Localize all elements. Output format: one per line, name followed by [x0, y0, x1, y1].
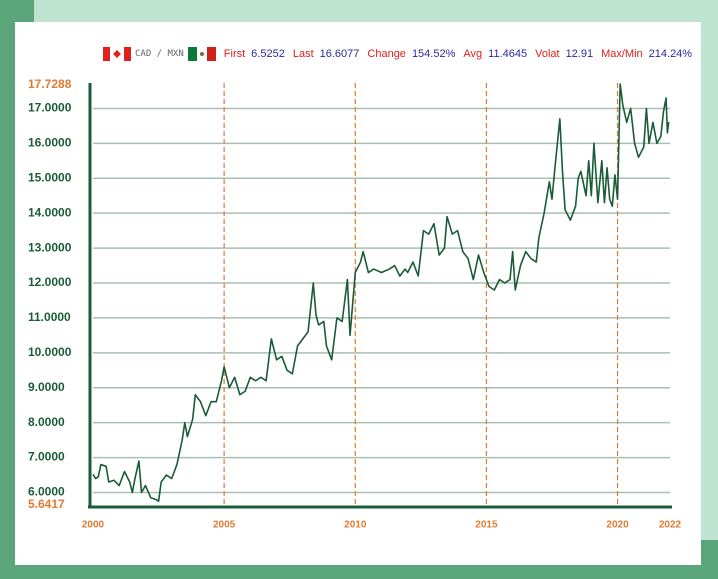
- y-tick-label: 14.0000: [28, 205, 72, 219]
- y-tick-label: 10.0000: [28, 345, 72, 359]
- y-tick-label: 12.0000: [28, 275, 72, 289]
- pair: CAD / MXN: [135, 49, 184, 59]
- x-tick-label: 2020: [606, 520, 629, 531]
- x-tick-label: 2000: [82, 520, 105, 531]
- stat-value: 6.5252: [251, 48, 285, 60]
- y-tick-label: 15.0000: [28, 170, 72, 184]
- stat-label: Max/Min: [601, 48, 643, 60]
- y-limit-label: 5.6417: [28, 497, 65, 511]
- stat-label: Change: [367, 48, 406, 60]
- y-tick-label: 13.0000: [28, 240, 72, 254]
- header: CAD / MXN First 6.5252 Last 16.6077 Change 15…: [103, 45, 692, 63]
- stats: First 6.5252 Last 16.6077 Change 154.52% Avg 11…: [216, 48, 692, 60]
- x-tick-label: 2010: [344, 520, 367, 531]
- y-tick-label: 8.0000: [28, 415, 65, 429]
- x-tick-label: 2022: [659, 520, 682, 531]
- y-tick-label: 17.0000: [28, 101, 72, 115]
- y-tick-label: 7.0000: [28, 450, 65, 464]
- stat-value: 154.52%: [411, 48, 456, 60]
- y-limit-label: 17.7288: [28, 77, 72, 91]
- flag-ca: [103, 47, 131, 61]
- stat-value: 12.91: [565, 48, 594, 60]
- stat-label: Volat: [535, 48, 560, 60]
- stat-label: First: [223, 48, 246, 60]
- panel: [15, 22, 701, 565]
- stat-value: 16.6077: [319, 48, 360, 60]
- x-tick-label: 2015: [475, 520, 498, 531]
- y-tick-label: 9.0000: [28, 380, 65, 394]
- x-tick-label: 2005: [213, 520, 236, 531]
- flag-mx: [187, 47, 216, 61]
- stat-label: Last: [292, 48, 314, 60]
- stat-value: 11.4645: [488, 48, 528, 60]
- y-tick-label: 16.0000: [28, 136, 72, 150]
- stat-label: Avg: [463, 48, 483, 60]
- price-line: [92, 83, 670, 503]
- stat-value: 214.24%: [648, 48, 693, 60]
- y-tick-label: 11.0000: [28, 310, 71, 324]
- y-tick-label: 6.0000: [28, 485, 65, 499]
